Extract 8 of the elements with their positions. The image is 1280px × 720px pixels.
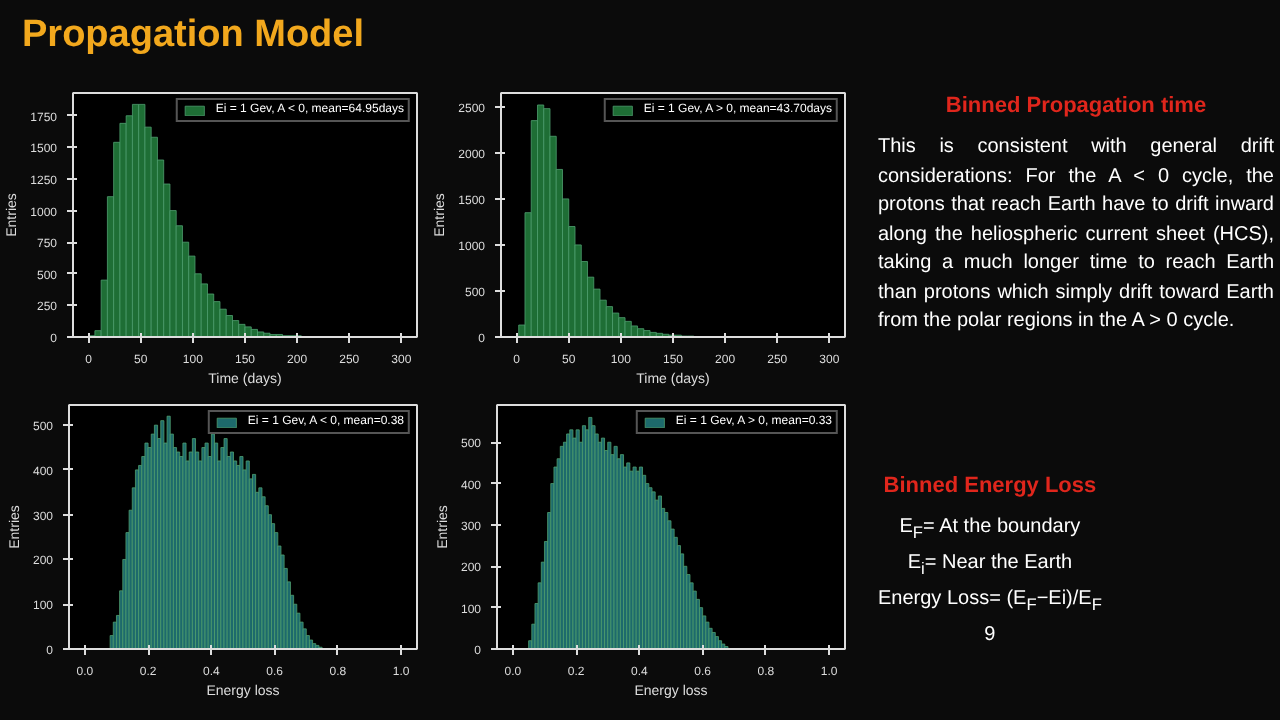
text: E$_{F}$= At the boundary (897, 514, 1083, 545)
text: Propagation Model (22, 14, 364, 58)
text: This is consistent with general drift considerations: For the A < 0 cycle, the protons that reach Earth have to drift inward along the heliospheric current sheet (HCS), taking a much longer time to reach Earth than protons which simply drift toward Earth from the polar regions in the A > 0 cycle. (878, 134, 1274, 336)
text: Energy Loss= (E$_{F}$−Ei)/E$_{F}$ (878, 586, 1102, 617)
text: E$_{i}$= Near the Earth (905, 550, 1075, 581)
text: Binned Energy Loss (881, 474, 1099, 498)
text: Binned Propagation time (943, 94, 1209, 118)
text: 9 (982, 622, 998, 651)
